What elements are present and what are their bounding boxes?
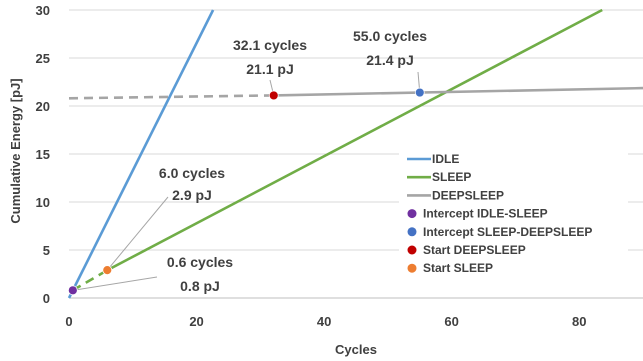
legend-label: Start DEEPSLEEP xyxy=(423,243,526,257)
series-lines xyxy=(67,8,643,299)
legend-label: Intercept SLEEP-DEEPSLEEP xyxy=(423,225,592,239)
y-tick-label: 15 xyxy=(36,147,50,162)
legend-label: DEEPSLEEP xyxy=(432,188,504,202)
annotation-label-line1: 55.0 cycles xyxy=(353,28,427,44)
annotation-label-line1: 0.6 cycles xyxy=(167,254,233,270)
marker-intercept-sleep-deepsleep xyxy=(414,87,425,98)
x-tick-label: 40 xyxy=(317,314,331,329)
annotation-label-line2: 21.4 pJ xyxy=(366,52,413,68)
series-line-deepsleep-dashed xyxy=(68,94,274,100)
legend-label: IDLE xyxy=(432,152,459,166)
marker-start-sleep xyxy=(102,265,113,276)
y-tick-label: 20 xyxy=(36,99,50,114)
legend-label: Start SLEEP xyxy=(423,261,493,275)
legend-label: Intercept IDLE-SLEEP xyxy=(423,207,548,221)
legend-label: SLEEP xyxy=(432,170,471,184)
y-tick-label: 10 xyxy=(36,195,50,210)
legend-swatch-marker xyxy=(407,245,417,255)
annotation-leader xyxy=(72,276,158,291)
annotation-leader xyxy=(106,196,169,271)
annotation-label-line1: 6.0 cycles xyxy=(159,165,225,181)
series-line-sleep xyxy=(106,8,603,272)
series-line-idle xyxy=(67,9,215,299)
y-tick-label: 0 xyxy=(43,291,50,306)
legend-swatch-marker xyxy=(407,263,417,273)
x-axis-title: Cycles xyxy=(335,342,377,357)
legend-swatch-marker xyxy=(407,227,417,237)
x-tick-label: 60 xyxy=(444,314,458,329)
data-markers xyxy=(67,87,425,296)
legend-box xyxy=(399,146,628,278)
annotations: 32.1 cycles 21.1 pJ 55.0 cycles 21.4 pJ 6.0 … xyxy=(159,28,427,294)
annotation-label-line1: 32.1 cycles xyxy=(233,37,307,53)
x-tick-labels: 0 20 40 60 80 xyxy=(65,314,586,329)
series-line-deepsleep xyxy=(273,86,643,97)
x-tick-label: 20 xyxy=(189,314,203,329)
annotation-label-line2: 2.9 pJ xyxy=(172,187,212,203)
series-line-sleep-dashed xyxy=(72,269,108,292)
x-tick-label: 0 xyxy=(65,314,72,329)
annotation-label-line2: 21.1 pJ xyxy=(246,61,293,77)
y-tick-label: 25 xyxy=(36,51,50,66)
legend: IDLE SLEEP DEEPSLEEP Intercept IDLE-SLEEP In… xyxy=(399,146,628,278)
y-axis-title: Cumulative Energy [pJ] xyxy=(8,78,23,223)
annotation-leaders xyxy=(72,71,421,291)
annotation-label-line2: 0.8 pJ xyxy=(180,278,220,294)
legend-swatch-marker xyxy=(407,209,417,219)
x-tick-label: 80 xyxy=(572,314,586,329)
marker-start-deepsleep xyxy=(268,90,279,101)
y-tick-labels: 0 5 10 15 20 25 30 xyxy=(36,3,50,306)
marker-intercept-idle-sleep xyxy=(67,285,78,296)
y-tick-label: 30 xyxy=(36,3,50,18)
y-tick-label: 5 xyxy=(43,243,50,258)
